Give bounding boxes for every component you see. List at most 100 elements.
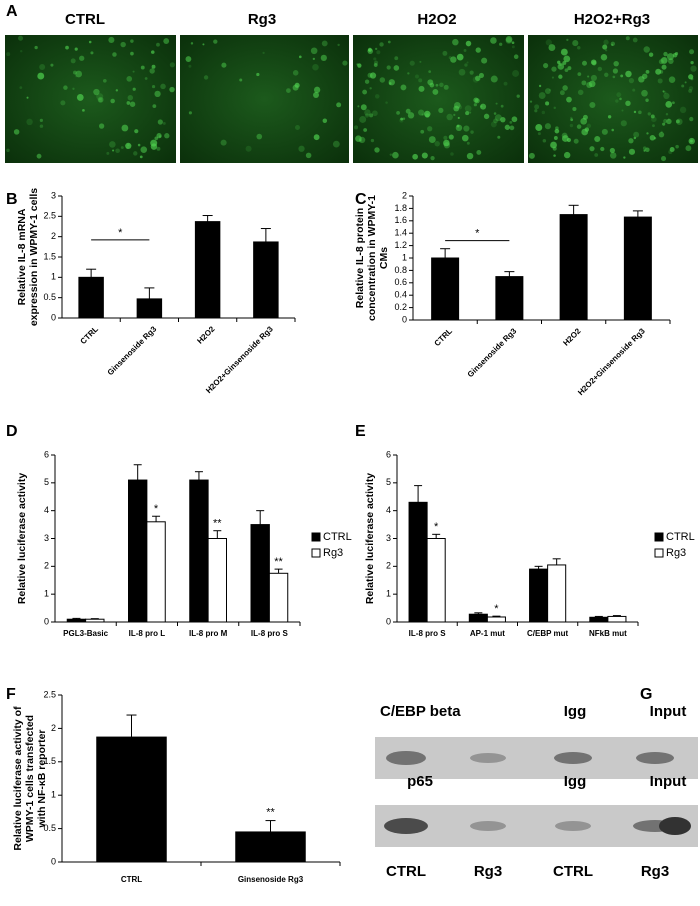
cell [65, 45, 69, 50]
cell [528, 152, 535, 159]
cell [563, 151, 571, 159]
cell [660, 130, 663, 133]
cell [643, 149, 646, 152]
blot-label: p65 [407, 773, 433, 790]
bar [607, 615, 627, 623]
cell [39, 118, 43, 122]
cell [476, 150, 482, 155]
y-tick-label: 0 [44, 616, 49, 626]
cell [313, 134, 320, 141]
cell [367, 72, 373, 78]
cell [420, 129, 425, 134]
cell [134, 129, 139, 134]
cell [120, 146, 124, 149]
x-tick-label: NFkB mut [589, 629, 627, 638]
cell [542, 139, 547, 143]
cell [638, 110, 642, 115]
cell [548, 44, 556, 51]
x-tick-label: CTRL [121, 875, 142, 884]
cell [132, 87, 136, 91]
x-tick-label: Ginsenoside Rg3 [466, 326, 519, 379]
cell [202, 43, 205, 46]
cell [649, 135, 656, 141]
cell [590, 74, 597, 82]
cell [643, 46, 650, 53]
lane-label: Rg3 [641, 863, 669, 880]
cell [562, 60, 567, 65]
cell [400, 117, 404, 121]
significance: ** [213, 518, 222, 530]
cell [358, 136, 366, 144]
cell [602, 44, 608, 50]
cell [400, 84, 407, 91]
cell [373, 57, 377, 61]
cell [589, 146, 595, 152]
cell [483, 113, 490, 120]
y-axis-label: Relative IL-8 protein [354, 208, 366, 308]
cell [621, 109, 624, 112]
cell [601, 128, 608, 135]
cell [662, 90, 665, 93]
cell [19, 86, 23, 90]
y-tick-label: 3 [51, 190, 56, 200]
cell [493, 112, 497, 115]
legend-swatch [311, 548, 321, 558]
y-tick-label: 1 [51, 272, 56, 282]
y-tick-label: 2 [44, 561, 49, 571]
legend-swatch [654, 548, 664, 558]
cell [432, 88, 439, 95]
cell [188, 111, 192, 115]
cell [661, 56, 668, 64]
x-tick-label: IL-8 pro S [251, 629, 289, 638]
cell [586, 123, 592, 129]
bar [431, 257, 460, 321]
blot-label: Igg [564, 703, 587, 720]
cell [572, 106, 577, 112]
cell [357, 63, 362, 68]
cell [151, 85, 156, 89]
cell [490, 75, 498, 83]
cell [421, 113, 424, 116]
cell [109, 141, 116, 148]
cell [457, 105, 463, 110]
cell [466, 61, 469, 64]
cell [473, 97, 479, 103]
panel-letter: E [355, 423, 366, 440]
blot-label: Input [650, 703, 687, 720]
cell [625, 36, 630, 41]
bar [408, 501, 428, 623]
cell [594, 153, 599, 157]
cell [661, 64, 667, 70]
cell [13, 129, 20, 135]
cell [213, 39, 218, 44]
cell [582, 60, 587, 66]
cell [156, 146, 161, 151]
cell [355, 135, 362, 142]
cell [607, 115, 612, 119]
cell [609, 147, 615, 154]
cell [370, 138, 375, 143]
cell [490, 37, 497, 44]
cell [620, 120, 627, 127]
cell [98, 123, 105, 129]
bar [253, 241, 279, 319]
cell [37, 72, 45, 80]
bar [250, 524, 270, 623]
significance: ** [274, 556, 283, 568]
y-tick-label: 0.6 [394, 277, 407, 287]
cell [625, 100, 631, 107]
cell [667, 53, 674, 61]
cell [534, 109, 538, 113]
x-tick-label: IL-8 pro S [409, 629, 447, 638]
cell [74, 47, 78, 51]
cell [402, 117, 406, 120]
cell [439, 82, 444, 88]
cell [516, 94, 520, 98]
cell [560, 48, 568, 56]
cell [589, 102, 596, 109]
y-tick-label: 1.8 [394, 203, 407, 213]
cell [169, 62, 175, 68]
cell [619, 97, 622, 101]
significance: * [475, 228, 480, 240]
cell [292, 70, 299, 76]
